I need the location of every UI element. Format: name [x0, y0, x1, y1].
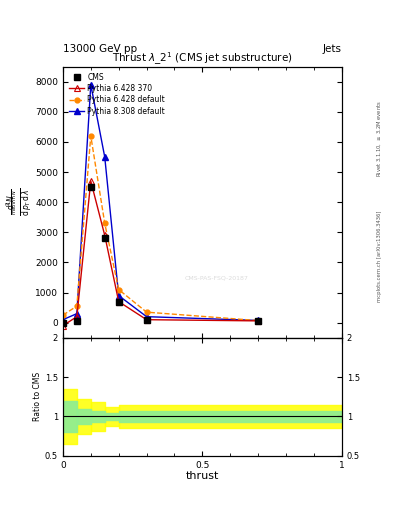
Y-axis label: Ratio to CMS: Ratio to CMS [33, 372, 42, 421]
Text: Rivet 3.1.10, $\geq$ 3.2M events: Rivet 3.1.10, $\geq$ 3.2M events [375, 100, 383, 177]
Text: mcplots.cern.ch [arXiv:1306.3436]: mcplots.cern.ch [arXiv:1306.3436] [377, 210, 382, 302]
Y-axis label: $\mathrm{d}^2N$
$\overline{\mathrm{d}\,p_T\,\mathrm{d}\,\lambda}$: $\mathrm{d}^2N$ $\overline{\mathrm{d}\,p… [5, 188, 34, 216]
Text: CMS-PAS-FSQ-20187: CMS-PAS-FSQ-20187 [184, 275, 248, 281]
Text: 13000 GeV pp: 13000 GeV pp [63, 44, 137, 54]
X-axis label: thrust: thrust [186, 471, 219, 481]
Text: Jets: Jets [323, 44, 342, 54]
Text: $\frac{1}{\mathrm{mathrm}\,N}$: $\frac{1}{\mathrm{mathrm}\,N}$ [6, 189, 20, 215]
Title: Thrust $\lambda\_2^1$ (CMS jet substructure): Thrust $\lambda\_2^1$ (CMS jet substruct… [112, 50, 293, 67]
Legend: CMS, Pythia 6.428 370, Pythia 6.428 default, Pythia 8.308 default: CMS, Pythia 6.428 370, Pythia 6.428 defa… [67, 70, 167, 118]
